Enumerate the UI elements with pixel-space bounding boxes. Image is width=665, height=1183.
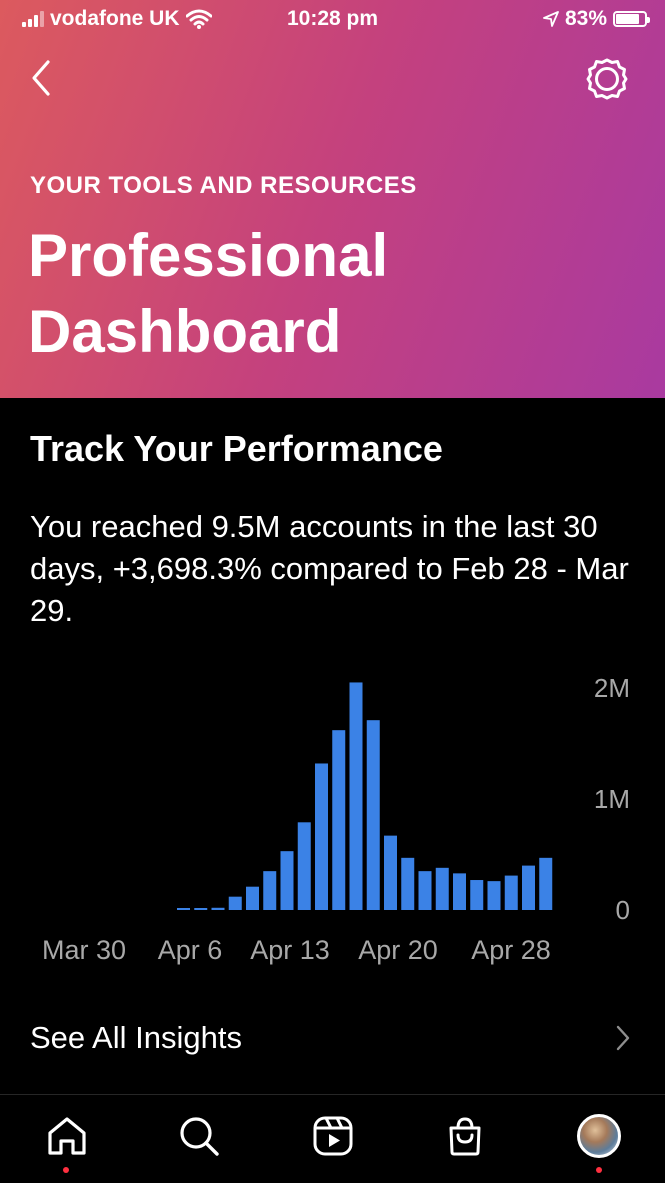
reels-icon	[313, 1116, 353, 1156]
clock: 10:28 pm	[286, 7, 379, 30]
status-bar: vodafone UK 10:28 pm 83%	[0, 0, 665, 38]
x-tick-label: Apr 28	[471, 935, 551, 965]
home-notification-dot	[63, 1167, 69, 1173]
performance-summary: You reached 9.5M accounts in the last 30…	[30, 509, 629, 628]
carrier-group: vodafone UK	[22, 7, 212, 31]
tab-reels[interactable]	[308, 1111, 358, 1161]
chart-bar	[211, 907, 225, 910]
chart-bar	[522, 865, 535, 910]
chart-bar	[384, 835, 397, 910]
x-tick-label: Apr 13	[250, 935, 330, 965]
chevron-left-icon	[32, 60, 50, 96]
avatar	[577, 1114, 621, 1158]
chart-bar	[263, 871, 277, 910]
battery-percent: 83%	[564, 7, 607, 30]
location-arrow-icon	[543, 11, 559, 27]
chart-bar	[487, 881, 501, 910]
tab-home[interactable]	[42, 1111, 92, 1161]
page-title-line-1: Professional	[28, 222, 389, 289]
shopping-bag-icon	[449, 1117, 481, 1156]
x-tick-label: Mar 30	[42, 935, 126, 965]
see-all-insights-row[interactable]: See All Insights	[0, 1008, 665, 1070]
y-tick-label: 2M	[594, 673, 630, 703]
tab-search[interactable]	[174, 1111, 224, 1161]
status-right-group: 83%	[543, 7, 650, 31]
chart-bar	[470, 880, 484, 910]
chart-bar	[453, 873, 466, 910]
see-all-insights-label: See All Insights	[30, 1020, 242, 1055]
y-tick-label: 0	[616, 895, 630, 925]
chevron-right-icon	[616, 1025, 630, 1051]
chart-bar	[539, 857, 553, 910]
x-tick-label: Apr 6	[158, 935, 223, 965]
signal-icon	[22, 11, 44, 27]
battery-icon	[613, 11, 650, 27]
chart-bar	[418, 871, 432, 910]
gear-icon	[586, 58, 628, 100]
settings-button[interactable]	[584, 56, 630, 102]
chart-bar	[280, 851, 294, 910]
chart-bar	[246, 886, 259, 910]
x-tick-label: Apr 20	[358, 935, 438, 965]
chart-bar	[435, 867, 449, 910]
header-eyebrow: YOUR TOOLS AND RESOURCES	[30, 172, 417, 199]
y-tick-label: 1M	[594, 784, 630, 814]
chart-bar	[401, 857, 415, 910]
reach-bar-chart: 2M 1M 0 Mar 30 Apr 6 Apr 13 Apr 20 Apr 28	[42, 673, 630, 965]
profile-notification-dot	[596, 1167, 602, 1173]
chart-bar	[366, 720, 380, 910]
chart-bar	[228, 896, 242, 910]
section-title: Track Your Performance	[30, 428, 443, 469]
home-icon	[48, 1117, 86, 1155]
tab-shop[interactable]	[440, 1111, 490, 1161]
page-title-line-2: Dashboard	[28, 298, 342, 365]
dashboard-header: vodafone UK 10:28 pm 83% YOUR TOOLS	[0, 0, 665, 398]
wifi-icon	[185, 9, 212, 29]
carrier-name: vodafone UK	[50, 7, 180, 30]
chart-bar	[315, 763, 328, 910]
chart-bar	[504, 875, 518, 910]
bottom-tab-bar	[0, 1094, 665, 1183]
back-button[interactable]	[26, 58, 60, 98]
chart-bar	[349, 682, 363, 910]
chart-bar	[177, 908, 190, 910]
tab-profile[interactable]	[574, 1111, 624, 1161]
chart-bar	[194, 908, 208, 910]
search-icon	[180, 1117, 219, 1156]
chart-bar	[297, 822, 311, 910]
page-title: Professional Dashboard	[28, 218, 628, 370]
chart-bar	[332, 730, 346, 910]
